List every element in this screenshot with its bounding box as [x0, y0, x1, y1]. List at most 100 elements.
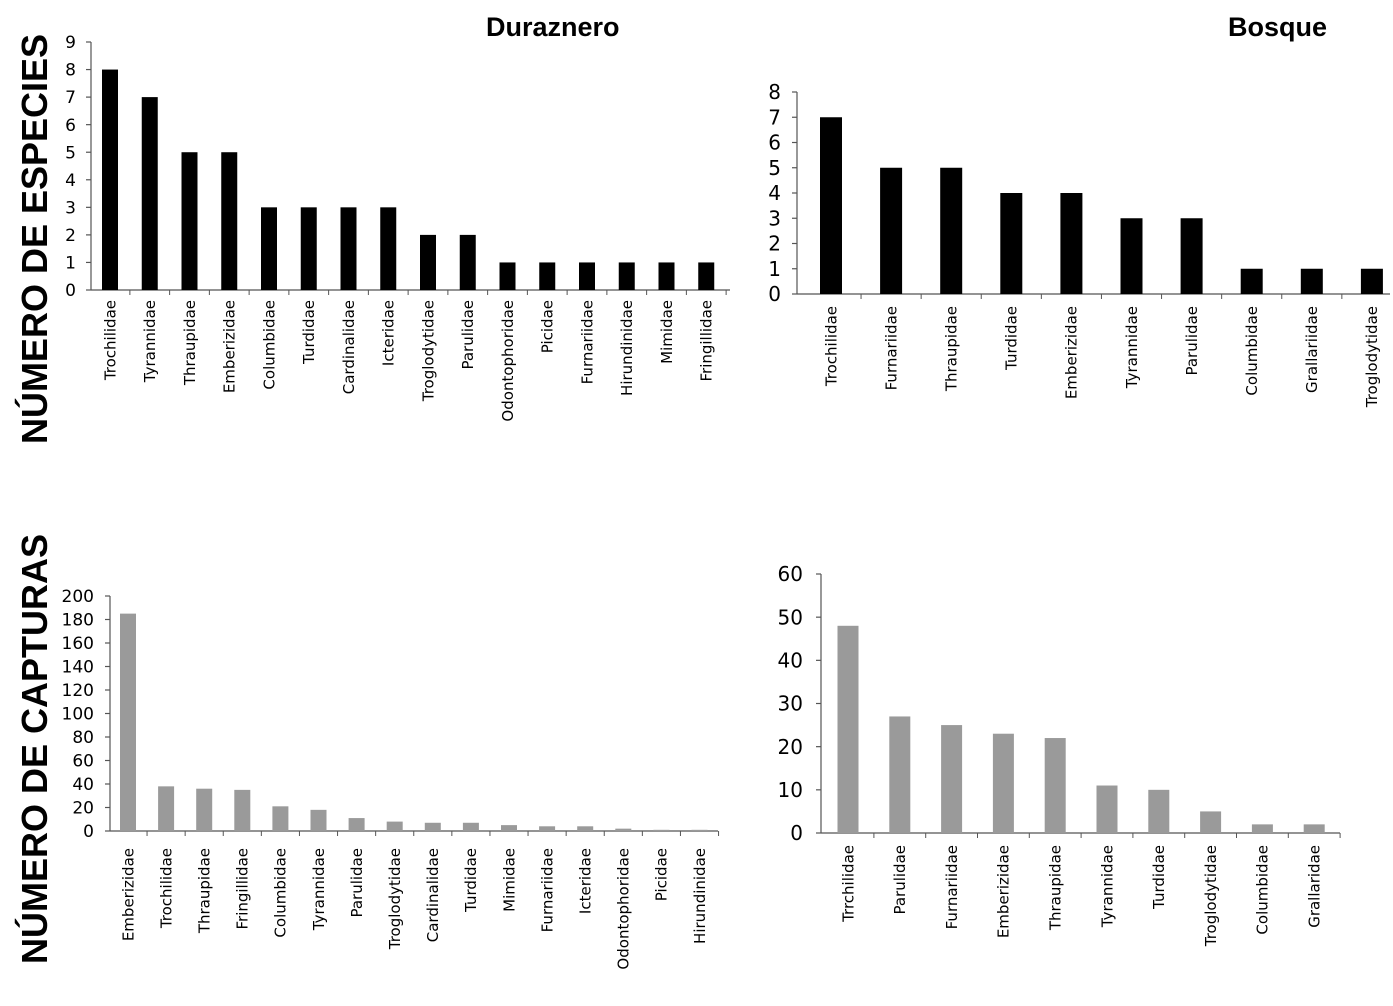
bar-duraznero-especies-thraupidae: [181, 152, 198, 290]
x-tick-label-duraznero-capturas-turdidae: Turdidae: [462, 848, 480, 913]
y-tick-label-duraznero-especies: 5: [65, 143, 76, 163]
bar-bosque-capturas-grallaridae: [1303, 824, 1325, 833]
bar-bosque-capturas-emberizidae: [992, 733, 1014, 833]
bar-bosque-especies-emberizidae: [1060, 193, 1083, 294]
y-tick-label-duraznero-capturas: 40: [72, 775, 94, 795]
bar-bosque-especies-tyrannidae: [1120, 218, 1143, 294]
x-tick-label-duraznero-capturas-parulidae: Parulidae: [348, 848, 366, 918]
bar-bosque-especies-furnariidae: [880, 167, 903, 294]
bar-bosque-especies-trochilidae: [820, 117, 842, 294]
bar-bosque-especies-turdidae: [1000, 193, 1023, 294]
y-tick-label-duraznero-capturas: 120: [62, 681, 94, 701]
y-tick-label-bosque-especies: 3: [768, 206, 781, 230]
bar-bosque-especies-parulidae: [1180, 218, 1203, 294]
bar-duraznero-capturas-parulidae: [348, 818, 365, 831]
x-tick-label-bosque-especies-furnariidae: Furnariidae: [882, 306, 900, 390]
bar-duraznero-capturas-columbidae: [272, 806, 289, 831]
x-tick-label-duraznero-especies-picidae: Picidae: [539, 300, 557, 353]
y-tick-label-bosque-especies: 1: [768, 257, 781, 281]
bar-duraznero-capturas-furnariidae: [539, 826, 556, 831]
y-tick-label-duraznero-especies: 8: [65, 61, 76, 81]
bar-duraznero-especies-emberizidae: [221, 152, 238, 290]
bar-duraznero-especies-cardinalidae: [340, 207, 357, 290]
x-tick-label-duraznero-especies-fringillidae: Fringillidae: [698, 300, 716, 382]
bar-duraznero-especies-mimidae: [658, 262, 675, 290]
x-tick-label-duraznero-especies-turdidae: Turdidae: [300, 300, 318, 365]
y-tick-label-duraznero-especies: 4: [65, 171, 76, 191]
bar-duraznero-capturas-thraupidae: [196, 788, 213, 831]
x-tick-label-duraznero-especies-trochilidae: Trochilidae: [101, 300, 119, 381]
x-tick-label-bosque-especies-parulidae: Parulidae: [1183, 306, 1201, 376]
y-tick-label-duraznero-especies: 6: [65, 116, 76, 136]
x-tick-label-bosque-capturas-tyrannidae: Tyrannidae: [1098, 845, 1116, 928]
x-tick-label-duraznero-especies-emberizidae: Emberizidae: [221, 300, 239, 393]
bar-duraznero-capturas-odontophoridae: [615, 828, 632, 831]
x-tick-label-duraznero-especies-cardinalidae: Cardinalidae: [340, 300, 358, 394]
x-tick-label-bosque-capturas-troglodytidae: Troglodytidae: [1202, 845, 1220, 947]
bar-duraznero-capturas-icteridae: [577, 826, 594, 831]
x-tick-label-duraznero-especies-furnariidae: Furnariidae: [578, 300, 596, 384]
x-tick-label-duraznero-capturas-columbidae: Columbidae: [272, 848, 290, 938]
bar-duraznero-capturas-picidae: [653, 829, 670, 831]
x-tick-label-bosque-especies-grallariidae: Grallariidae: [1303, 306, 1321, 393]
bar-duraznero-especies-turdidae: [300, 207, 317, 290]
x-tick-label-duraznero-capturas-fringillidae: Fringillidae: [234, 848, 252, 930]
y-tick-label-duraznero-especies: 9: [65, 33, 76, 53]
bar-duraznero-especies-picidae: [539, 262, 556, 290]
x-tick-label-bosque-capturas-turdidae: Turdidae: [1150, 845, 1168, 910]
bar-bosque-especies-troglodytidae: [1360, 268, 1383, 294]
y-tick-label-duraznero-capturas: 100: [62, 705, 94, 725]
y-tick-label-duraznero-especies: 0: [65, 281, 76, 301]
x-tick-label-duraznero-capturas-cardinalidae: Cardinalidae: [424, 848, 442, 942]
bar-bosque-capturas-columbidae: [1251, 824, 1273, 833]
x-tick-label-bosque-capturas-emberizidae: Emberizidae: [995, 845, 1013, 938]
x-tick-label-duraznero-capturas-picidae: Picidae: [653, 848, 671, 901]
bar-duraznero-especies-troglodytidae: [420, 234, 436, 290]
y-tick-label-bosque-especies: 7: [768, 105, 781, 129]
x-tick-label-duraznero-especies-odontophoridae: Odontophoridae: [499, 300, 517, 422]
y-tick-label-duraznero-capturas: 160: [62, 634, 94, 654]
bar-duraznero-especies-fringillidae: [698, 262, 715, 290]
x-tick-label-bosque-capturas-parulidae: Parulidae: [891, 845, 909, 915]
x-tick-label-bosque-especies-thraupidae: Thraupidae: [942, 306, 960, 392]
bar-bosque-especies-columbidae: [1240, 268, 1263, 294]
bar-duraznero-capturas-tyrannidae: [310, 809, 327, 831]
bar-bosque-capturas-thraupidae: [1044, 738, 1066, 833]
bar-bosque-capturas-troglodytidae: [1200, 811, 1222, 833]
y-tick-label-duraznero-capturas: 180: [62, 611, 94, 631]
bar-duraznero-capturas-trochilidae: [158, 786, 175, 831]
x-tick-label-duraznero-capturas-hirundinidae: Hirundinidae: [691, 848, 709, 944]
x-tick-label-duraznero-especies-columbidae: Columbidae: [260, 300, 278, 390]
bar-bosque-especies-grallariidae: [1300, 268, 1323, 294]
y-tick-label-bosque-capturas: 30: [778, 692, 803, 716]
bar-bosque-capturas-turdidae: [1148, 789, 1170, 833]
bar-duraznero-especies-parulidae: [459, 234, 476, 290]
duraznero-title: Duraznero: [486, 12, 620, 42]
bar-duraznero-especies-odontophoridae: [499, 262, 516, 290]
x-tick-label-bosque-capturas-trrchilidae: Trrchilidae: [839, 845, 857, 923]
y-tick-label-bosque-especies: 0: [768, 282, 781, 306]
x-tick-label-bosque-especies-emberizidae: Emberizidae: [1063, 306, 1081, 399]
bar-bosque-especies-thraupidae: [940, 167, 963, 294]
bar-duraznero-especies-tyrannidae: [141, 97, 158, 290]
x-tick-label-bosque-especies-troglodytidae: Troglodytidae: [1363, 306, 1381, 408]
bar-duraznero-capturas-emberizidae: [120, 613, 136, 831]
x-tick-label-duraznero-especies-troglodytidae: Troglodytidae: [419, 300, 437, 402]
x-tick-label-duraznero-especies-thraupidae: Thraupidae: [181, 300, 199, 386]
y-tick-label-duraznero-capturas: 80: [72, 728, 94, 748]
bar-duraznero-capturas-turdidae: [462, 822, 479, 831]
x-tick-label-duraznero-capturas-furnariidae: Furnariidae: [538, 848, 556, 932]
x-tick-label-bosque-especies-tyrannidae: Tyrannidae: [1123, 306, 1141, 389]
x-tick-label-duraznero-capturas-mimidae: Mimidae: [500, 848, 518, 912]
x-tick-label-duraznero-capturas-odontophoridae: Odontophoridae: [615, 848, 633, 970]
y-tick-label-duraznero-especies: 3: [65, 198, 76, 218]
bar-bosque-capturas-parulidae: [889, 716, 911, 833]
y-tick-label-duraznero-capturas: 0: [83, 822, 94, 842]
bar-duraznero-capturas-mimidae: [501, 825, 517, 831]
x-tick-label-duraznero-capturas-thraupidae: Thraupidae: [195, 848, 213, 934]
bar-duraznero-especies-icteridae: [380, 207, 397, 290]
x-tick-label-duraznero-especies-icteridae: Icteridae: [380, 300, 398, 366]
x-tick-label-bosque-capturas-columbidae: Columbidae: [1254, 845, 1272, 935]
bar-duraznero-especies-trochilidae: [102, 69, 118, 290]
y-tick-label-bosque-capturas: 0: [790, 821, 803, 845]
